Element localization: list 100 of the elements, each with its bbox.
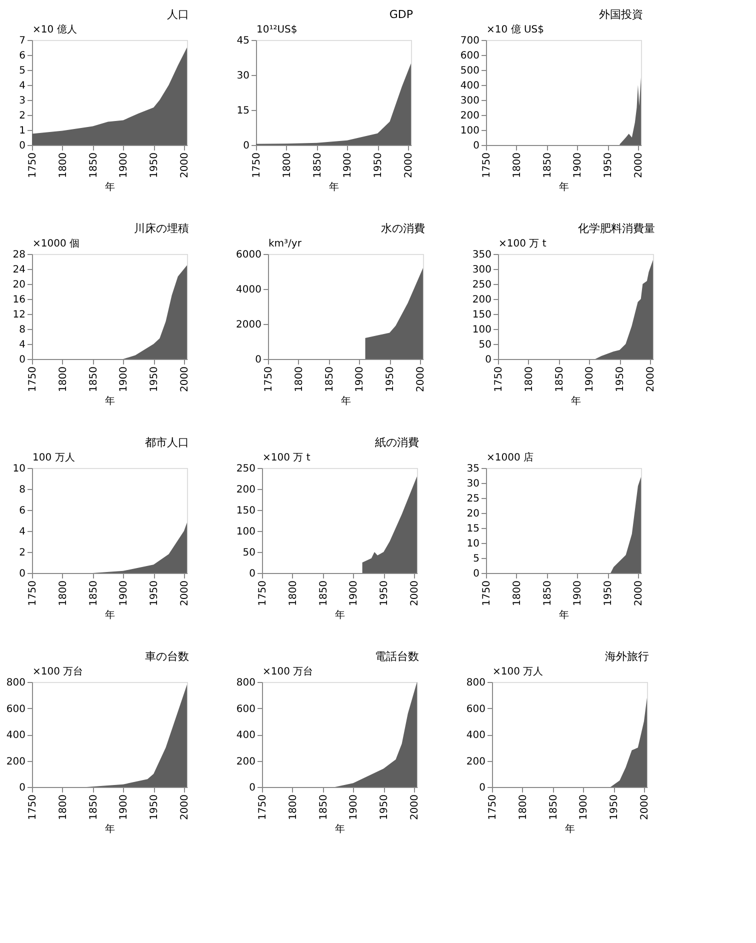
- y-tick-label: 0: [473, 140, 480, 152]
- y-axis-title: ×10 億 US$: [486, 24, 544, 36]
- y-tick-label: 50: [242, 548, 256, 558]
- y-tick-label: 28: [12, 250, 26, 260]
- y-tick-label: 15: [466, 524, 480, 534]
- y-tick-label: 0: [19, 140, 26, 152]
- x-tick-label: 1800: [294, 366, 305, 392]
- x-tick-label: 1800: [58, 580, 69, 606]
- x-tick-label: 1800: [288, 580, 299, 606]
- x-axis-title: 年: [105, 180, 115, 193]
- y-tick-label: 200: [6, 756, 26, 768]
- x-tick-label: 1900: [342, 152, 354, 178]
- y-tick-label: 0: [249, 568, 256, 580]
- x-tick-label: 1950: [149, 152, 160, 178]
- x-tick-label: 1750: [252, 152, 262, 178]
- chart-title: 都市人口: [144, 436, 189, 449]
- y-tick-label: 6: [19, 50, 26, 62]
- y-tick-label: 10: [466, 538, 480, 550]
- x-tick-label: 1950: [379, 794, 390, 820]
- x-tick-label: 1950: [603, 580, 614, 606]
- x-tick-label: 1950: [603, 152, 614, 178]
- y-tick-label: 0: [19, 354, 26, 366]
- x-tick-label: 1800: [58, 152, 69, 178]
- y-tick-label: 4: [19, 526, 26, 538]
- y-tick-label: 5: [19, 66, 26, 76]
- y-tick-label: 7: [19, 36, 26, 46]
- x-tick-label: 2000: [415, 366, 426, 392]
- x-axis-title: 年: [559, 180, 569, 193]
- chart-title: 電話台数: [374, 650, 419, 663]
- x-tick-label: 1900: [584, 366, 596, 392]
- y-tick-label: 30: [236, 70, 250, 82]
- chart-title: 外国投資: [598, 8, 643, 21]
- x-tick-label: 1950: [149, 794, 160, 820]
- y-tick-label: 200: [236, 756, 256, 768]
- y-tick-label: 100: [472, 324, 492, 336]
- y-tick-label: 800: [466, 678, 486, 688]
- y-tick-label: 6000: [236, 250, 262, 260]
- x-tick-label: 1950: [615, 366, 626, 392]
- y-tick-label: 24: [12, 264, 26, 276]
- x-tick-label: 1750: [258, 580, 268, 606]
- y-tick-label: 800: [6, 678, 26, 688]
- x-tick-label: 1850: [88, 580, 100, 606]
- y-tick-label: 3: [19, 96, 26, 106]
- x-tick-label: 1750: [28, 794, 38, 820]
- y-tick-label: 8: [19, 324, 26, 336]
- y-tick-label: 400: [236, 730, 256, 741]
- x-axis-title: 年: [559, 608, 569, 621]
- x-tick-label: 1850: [542, 580, 554, 606]
- x-tick-label: 1800: [518, 794, 529, 820]
- y-tick-label: 0: [19, 782, 26, 794]
- chart-title: 海外旅行: [604, 650, 649, 663]
- x-tick-label: 1900: [118, 580, 130, 606]
- x-tick-label: 1900: [578, 794, 590, 820]
- y-tick-label: 700: [460, 36, 480, 46]
- y-tick-label: 1: [19, 126, 26, 136]
- x-axis-title: 年: [335, 608, 345, 621]
- y-tick-label: 0: [19, 568, 26, 580]
- y-tick-label: 600: [236, 704, 256, 715]
- y-tick-label: 300: [460, 96, 480, 106]
- x-tick-label: 1800: [282, 152, 293, 178]
- chart-title: 紙の消費: [374, 436, 419, 449]
- y-tick-label: 100: [236, 526, 256, 538]
- x-tick-label: 1900: [118, 152, 130, 178]
- y-tick-label: 16: [12, 294, 26, 306]
- y-tick-label: 35: [466, 464, 480, 474]
- x-tick-label: 1950: [149, 366, 160, 392]
- x-tick-label: 1800: [58, 794, 69, 820]
- x-axis-title: 年: [329, 180, 339, 193]
- y-tick-label: 15: [236, 106, 250, 116]
- y-tick-label: 2000: [236, 320, 262, 330]
- x-tick-label: 2000: [179, 152, 190, 178]
- y-axis-title: ×100 万人: [492, 666, 544, 678]
- y-tick-label: 800: [236, 678, 256, 688]
- y-tick-label: 150: [236, 506, 256, 516]
- x-tick-label: 2000: [179, 366, 190, 392]
- y-axis-title: km³/yr: [268, 238, 302, 250]
- x-tick-label: 1850: [554, 366, 566, 392]
- x-tick-label: 1750: [482, 152, 492, 178]
- x-axis-title: 年: [341, 394, 351, 407]
- x-tick-label: 1800: [524, 366, 535, 392]
- y-tick-label: 20: [466, 508, 480, 520]
- x-tick-label: 1850: [318, 794, 330, 820]
- y-tick-label: 45: [236, 36, 250, 46]
- x-tick-label: 1900: [572, 152, 584, 178]
- y-tick-label: 30: [466, 478, 480, 490]
- y-tick-label: 4: [19, 340, 26, 350]
- x-tick-label: 1850: [324, 366, 336, 392]
- y-tick-label: 350: [472, 250, 492, 260]
- chart-title: 人口: [166, 8, 189, 21]
- x-axis-title: 年: [571, 394, 581, 407]
- x-tick-label: 1750: [28, 152, 38, 178]
- chart-title: 水の消費: [380, 222, 425, 235]
- x-tick-label: 1900: [354, 366, 366, 392]
- y-tick-label: 400: [466, 730, 486, 741]
- y-tick-label: 8: [19, 484, 26, 496]
- y-axis-title: 10¹²US$: [256, 24, 298, 36]
- x-tick-label: 1900: [572, 580, 584, 606]
- y-tick-label: 400: [6, 730, 26, 741]
- x-tick-label: 1850: [88, 794, 100, 820]
- x-tick-label: 2000: [409, 794, 420, 820]
